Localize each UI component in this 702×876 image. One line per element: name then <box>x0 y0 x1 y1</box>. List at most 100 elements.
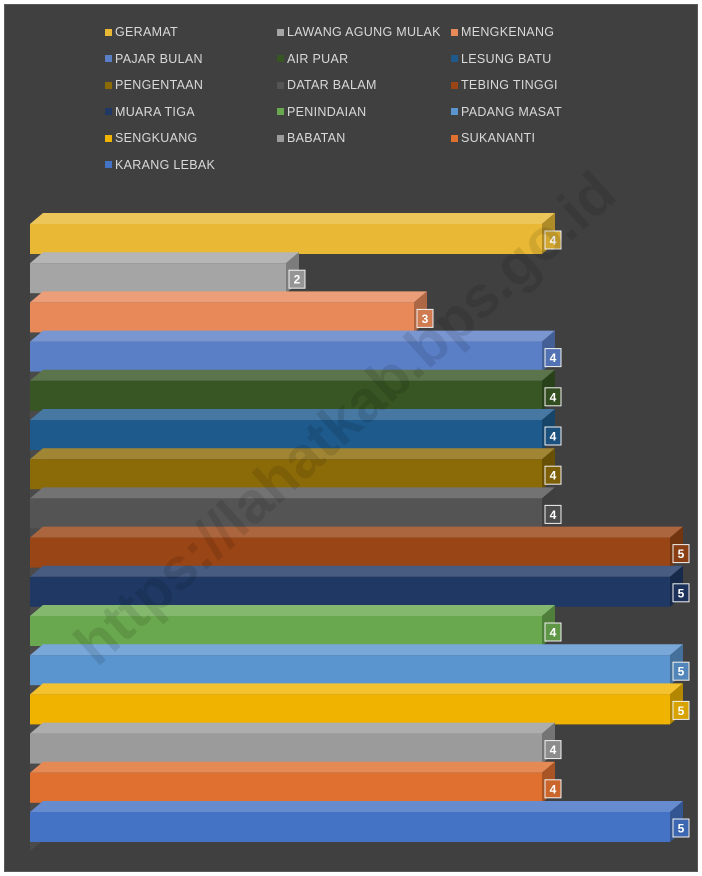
legend-item: MUARA TIGA <box>105 103 195 121</box>
legend-label: AIR PUAR <box>287 51 349 66</box>
legend-label: PENINDAIAN <box>287 104 367 119</box>
bar <box>30 694 670 725</box>
legend-item: GERAMAT <box>105 23 178 41</box>
legend-item: MENGKENANG <box>451 23 554 41</box>
legend-swatch <box>105 28 112 36</box>
legend-swatch <box>451 108 458 115</box>
bar-top <box>30 252 299 264</box>
legend-item: PENGENTAAN <box>105 76 203 94</box>
bar-group: 3 <box>30 291 434 333</box>
data-label-box <box>416 308 434 328</box>
bar-group: 4 <box>30 448 562 490</box>
bar-group: 2 <box>30 252 306 294</box>
data-label: 4 <box>550 743 557 757</box>
legend-item: PADANG MASAT <box>451 103 562 121</box>
bar <box>30 812 670 842</box>
legend-item: PAJAR BULAN <box>105 50 203 68</box>
legend-item: SUKANANTI <box>451 129 535 147</box>
legend-item: KARANG LEBAK <box>105 156 215 174</box>
data-label: 4 <box>550 234 557 248</box>
legend-label: LESUNG BATU <box>461 51 552 66</box>
legend-swatch <box>105 108 112 115</box>
bar <box>30 224 542 254</box>
legend-label: DATAR BALAM <box>287 78 377 92</box>
bar-top <box>30 213 555 224</box>
data-label: 3 <box>422 312 429 326</box>
bar <box>30 655 670 686</box>
data-label-box <box>544 426 562 446</box>
data-label: 4 <box>550 351 557 365</box>
bar <box>30 380 542 411</box>
legend-label: BABATAN <box>287 131 346 145</box>
data-label: 5 <box>678 822 685 836</box>
bar <box>30 302 414 333</box>
data-label: 4 <box>550 430 557 444</box>
legend-label: MENGKENANG <box>461 25 555 39</box>
bar <box>30 263 286 294</box>
legend-swatch <box>277 134 284 142</box>
bar-top <box>30 448 555 460</box>
data-label-box <box>544 348 562 368</box>
data-label-box <box>672 700 690 720</box>
bar-top <box>30 565 683 577</box>
data-label: 4 <box>550 782 557 796</box>
data-label: 2 <box>294 273 301 287</box>
data-label-box <box>672 583 690 603</box>
legend-swatch <box>105 55 112 62</box>
bar <box>30 733 542 764</box>
legend-swatch <box>105 81 112 89</box>
data-label-box <box>672 661 690 681</box>
legend-swatch <box>451 81 458 89</box>
data-label: 5 <box>678 547 685 561</box>
data-label: 4 <box>550 390 557 404</box>
data-label-box <box>544 230 562 250</box>
legend-item: SENGKUANG <box>105 129 198 147</box>
bar-group: 5 <box>30 526 690 568</box>
bar <box>30 341 542 372</box>
bar-group: 4 <box>30 369 562 411</box>
chart-area: GERAMAT LAWANG AGUNG MULAK MENGKENANG PAJAR… <box>4 4 698 872</box>
bar-group: 4 <box>30 409 562 450</box>
legend-label: KARANG LEBAK <box>115 157 216 172</box>
bar-top <box>30 526 683 538</box>
bar-top <box>30 644 683 656</box>
legend-swatch <box>451 28 458 36</box>
bar-group: 4 <box>30 761 562 803</box>
legend-swatch <box>105 134 112 142</box>
bar <box>30 459 542 490</box>
data-label-box <box>544 779 562 799</box>
legend-swatch <box>277 108 284 115</box>
bar-group: 4 <box>30 213 562 254</box>
bar <box>30 420 542 450</box>
legend-swatch <box>277 81 284 89</box>
legend-item: TEBING TINGGI <box>451 76 558 94</box>
data-label: 5 <box>678 586 685 600</box>
data-label: 5 <box>678 665 685 679</box>
data-label-box <box>544 504 562 524</box>
bar <box>30 772 542 803</box>
bar-top <box>30 330 555 342</box>
bar-top <box>30 761 555 773</box>
bar-top <box>30 683 683 695</box>
data-label-box <box>544 622 562 642</box>
legend-label: SENGKUANG <box>115 131 198 145</box>
bar-group: 4 <box>30 605 562 646</box>
bar <box>30 537 670 568</box>
data-label: 4 <box>550 508 557 522</box>
legend-label: SUKANANTI <box>461 131 536 145</box>
bar-top <box>30 487 555 499</box>
data-label-box <box>544 740 562 760</box>
bar-top <box>30 801 683 812</box>
data-label-box <box>544 387 562 407</box>
bar-group: 5 <box>30 801 690 842</box>
bar-top <box>30 409 555 420</box>
data-label-box <box>544 465 562 485</box>
legend-swatch <box>451 134 458 142</box>
legend-label: TEBING TINGGI <box>461 78 558 92</box>
legend-label: GERAMAT <box>115 25 178 39</box>
legend-label: MUARA TIGA <box>115 104 195 119</box>
bar-top <box>30 291 427 303</box>
bar <box>30 576 670 607</box>
legend-item: LAWANG AGUNG MULAK <box>277 23 441 41</box>
bar-group: 5 <box>30 683 690 725</box>
